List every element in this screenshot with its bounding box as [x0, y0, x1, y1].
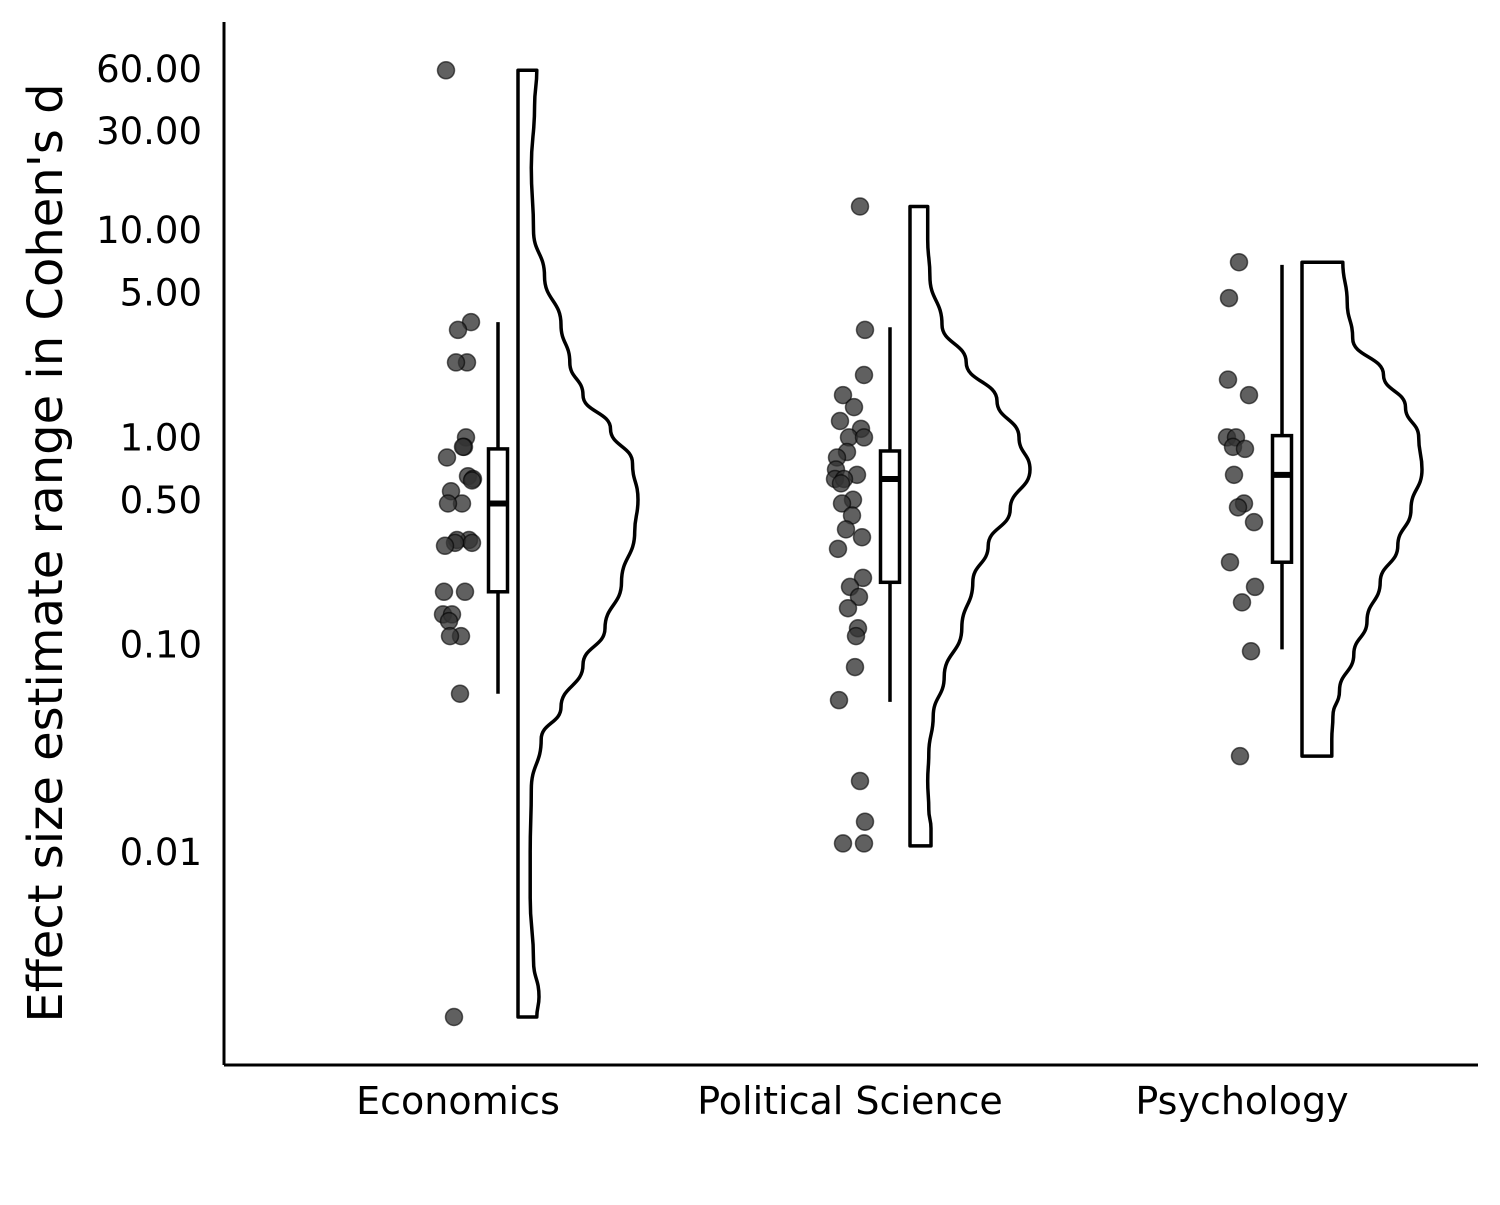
data-point: [462, 471, 482, 490]
violin-density: [516, 68, 640, 1019]
y-tick-label: 30.00: [96, 110, 202, 153]
data-point: [830, 411, 850, 431]
x-tick-label: Economics: [356, 1079, 560, 1123]
group-political-science: [825, 197, 1032, 853]
data-point: [853, 568, 873, 588]
data-point: [855, 812, 875, 831]
data-point: [1229, 252, 1249, 272]
box-iqr: [1270, 433, 1294, 564]
data-point: [844, 397, 864, 417]
x-tick-label: Psychology: [1135, 1079, 1348, 1123]
box-iqr: [486, 447, 510, 594]
data-point: [836, 520, 856, 539]
data-point: [1218, 370, 1238, 389]
data-point: [450, 684, 470, 704]
data-point: [1228, 498, 1248, 517]
data-point: [453, 437, 473, 457]
axes: [222, 22, 1478, 1067]
data-point: [1245, 577, 1265, 597]
data-point: [1241, 641, 1261, 661]
data-point: [1220, 552, 1240, 572]
data-point: [448, 320, 468, 340]
box-iqr: [878, 449, 902, 585]
data-point: [1244, 512, 1264, 532]
group-psychology: [1217, 252, 1424, 766]
data-point: [444, 1007, 464, 1027]
data-point: [462, 533, 482, 553]
data-point: [1239, 385, 1259, 405]
data-point: [833, 834, 853, 853]
y-tick-label: 60.00: [96, 48, 202, 91]
data-point: [455, 582, 475, 602]
group-economics: [433, 61, 640, 1027]
data-point: [832, 494, 852, 513]
y-axis-title: Effect size estimate range in Cohen's d: [18, 83, 74, 1022]
data-point: [854, 428, 874, 447]
violin-density: [1300, 260, 1424, 758]
data-point: [854, 365, 874, 385]
data-point: [1232, 593, 1252, 612]
x-tick-label: Political Science: [697, 1079, 1003, 1123]
y-tick-label: 0.01: [120, 831, 202, 874]
data-point: [446, 353, 466, 372]
data-point: [437, 448, 457, 467]
data-point: [1235, 439, 1255, 459]
data-point: [850, 197, 870, 216]
y-tick-label: 0.10: [120, 624, 202, 667]
data-point: [435, 536, 455, 556]
violin-density: [908, 204, 1032, 848]
data-point: [434, 582, 454, 602]
data-point: [831, 474, 851, 493]
data-point: [1224, 465, 1244, 485]
data-point: [849, 587, 869, 607]
data-point: [833, 385, 853, 405]
y-tick-label: 0.50: [120, 479, 202, 522]
y-tick-labels: 60.00 30.00 10.00 5.00 1.00 0.50 0.10 0.01: [96, 48, 202, 874]
data-point: [438, 494, 458, 513]
data-point: [854, 834, 874, 853]
data-point: [852, 527, 872, 547]
data-point: [829, 690, 849, 710]
data-point: [846, 626, 866, 646]
data-point: [838, 598, 858, 618]
data-point: [1219, 288, 1239, 308]
data-point: [850, 771, 870, 791]
data-point: [855, 320, 875, 340]
data-point: [1230, 746, 1250, 766]
data-point: [436, 61, 456, 80]
data-point: [845, 657, 865, 677]
y-tick-label: 1.00: [120, 416, 202, 459]
groups: [433, 61, 1424, 1027]
y-tick-label: 5.00: [120, 272, 202, 315]
y-tick-label: 10.00: [96, 209, 202, 252]
x-tick-labels: Economics Political Science Psychology: [356, 1079, 1348, 1123]
data-point: [440, 626, 460, 646]
data-point: [828, 539, 848, 559]
